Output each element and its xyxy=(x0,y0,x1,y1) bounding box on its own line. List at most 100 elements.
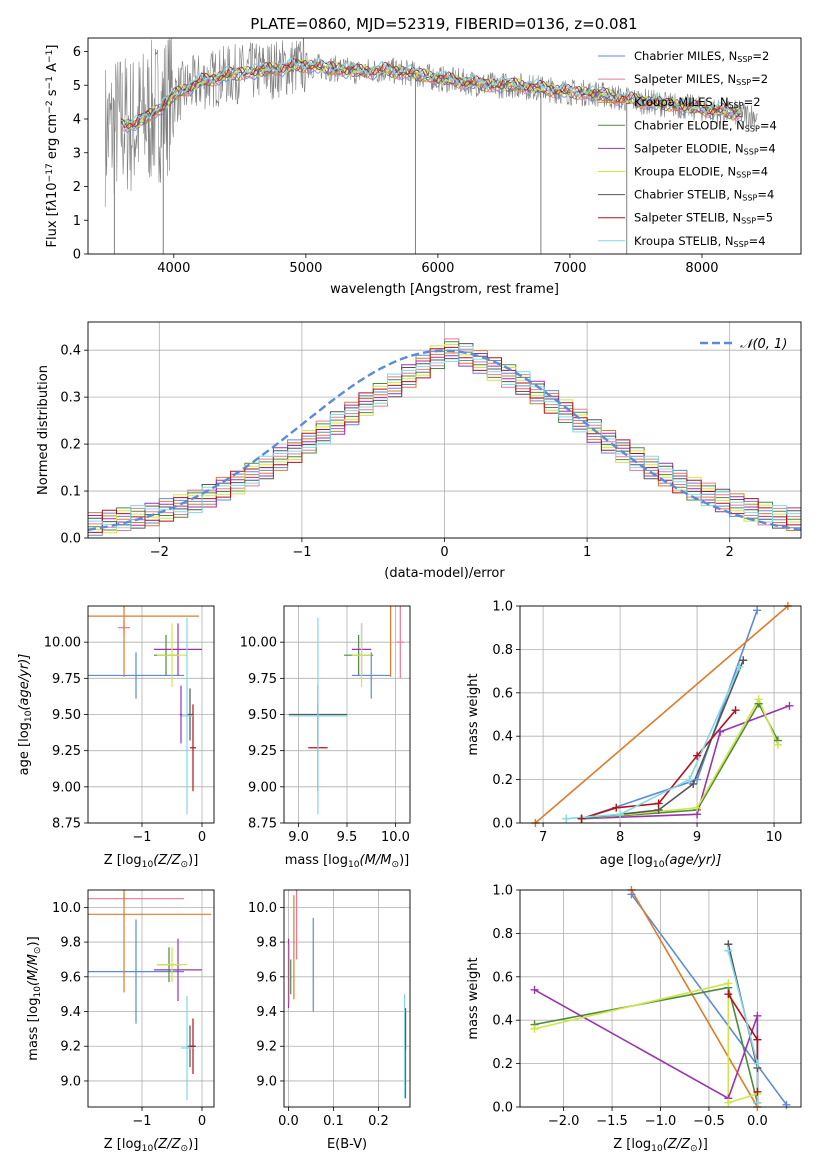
plus-marker xyxy=(693,803,702,812)
y-axis-label: mass [log10(M/M⊙)] xyxy=(26,936,43,1060)
normal-distribution-curve xyxy=(88,349,801,531)
y-tick-label: 5 xyxy=(73,79,81,94)
legend-label: Kroupa STELIB, NSSP=4 xyxy=(634,234,766,249)
x-tick-label: −2.0 xyxy=(548,1114,580,1129)
plus-marker xyxy=(753,1098,762,1107)
weight-line-kroupa-stelib xyxy=(566,666,741,820)
plus-marker xyxy=(716,727,725,736)
y-tick-label: 10.0 xyxy=(52,901,81,916)
x-axis-label: age [log10(age/yr)] xyxy=(600,853,722,870)
x-tick-label: 0 xyxy=(198,1114,206,1129)
x-tick-label: −2 xyxy=(150,545,169,560)
plus-marker xyxy=(724,946,733,955)
axes-frame xyxy=(519,605,802,824)
y-axis-label: mass weight xyxy=(466,957,481,1039)
y-tick-label: 9.00 xyxy=(248,780,277,795)
y-tick-label: 0.1 xyxy=(60,485,81,500)
legend-label: Chabrier MILES, NSSP=2 xyxy=(634,49,769,64)
y-tick-label: 9.75 xyxy=(248,672,277,687)
plus-marker xyxy=(782,1100,791,1109)
plus-marker xyxy=(739,656,748,665)
plus-marker xyxy=(689,779,698,788)
plus-marker xyxy=(731,706,740,715)
y-axis-label: age [log10(age/yr)] xyxy=(17,654,34,776)
plus-marker xyxy=(773,740,782,749)
plus-marker xyxy=(530,1024,539,1033)
model-line-salpeter-elodie xyxy=(120,59,742,130)
y-tick-label: 4 xyxy=(73,113,81,128)
x-axis-label: Z [log10(Z/Z⊙)] xyxy=(104,1137,199,1154)
plot-area xyxy=(287,890,407,1099)
weight-line-chabrier-miles xyxy=(581,610,758,820)
plus-marker xyxy=(685,775,694,784)
panel-mass-vs-Z: −1 0 9.0 9.2 9.4 9.6 9.8 10.0 Z [log10(Z/Z⊙)] mas… xyxy=(26,889,215,1154)
panel-mass-vs-ebv: 0.0 0.1 0.2 9.0 9.2 9.4 9.6 9.8 10.0 E(B-V) xyxy=(248,889,411,1152)
x-tick-label: 0.0 xyxy=(747,1114,768,1129)
y-tick-label: 2 xyxy=(73,180,81,195)
y-tick-label: 9.2 xyxy=(60,1040,81,1055)
y-tick-label: 9.4 xyxy=(60,1005,81,1020)
y-tick-label: 9.4 xyxy=(256,1005,277,1020)
histogram-kroupa-stelib xyxy=(88,345,801,529)
plus-marker xyxy=(753,606,762,615)
weight-line-chabrier-elodie xyxy=(534,986,759,1103)
weight-line-kroupa-miles xyxy=(630,890,759,1107)
x-tick-label: 0.1 xyxy=(323,1114,344,1129)
y-tick-label: 8.75 xyxy=(52,817,81,832)
x-axis-label: (data-model)/error xyxy=(384,566,505,581)
plus-marker xyxy=(753,1011,762,1020)
panel-age-vs-mass: 9.0 9.5 10.0 8.75 9.00 9.25 9.50 9.75 10.00 mass … xyxy=(240,605,411,870)
x-tick-label: −1 xyxy=(132,830,151,845)
legend-label: Salpeter STELIB, NSSP=5 xyxy=(634,211,773,226)
plus-marker xyxy=(754,695,763,704)
plot-area xyxy=(288,606,405,815)
plus-marker xyxy=(654,799,663,808)
x-axis-label: wavelength [Angstrom, rest frame] xyxy=(330,282,559,297)
axes-frame xyxy=(87,37,802,255)
axes-frame xyxy=(283,605,411,824)
plus-marker xyxy=(616,810,625,819)
plus-marker xyxy=(753,1035,762,1044)
y-tick-label: 0.3 xyxy=(60,391,81,406)
plot-area xyxy=(88,606,202,815)
y-tick-label: 10.0 xyxy=(248,901,277,916)
plus-marker xyxy=(530,985,539,994)
histogram-salpeter-stelib xyxy=(88,346,801,533)
x-axis-label: mass [log10(M/M⊙)] xyxy=(285,853,409,870)
legend-label: 𝒩(0, 1) xyxy=(740,337,787,352)
x-tick-label: 0.2 xyxy=(368,1114,389,1129)
model-line-kroupa-miles xyxy=(120,61,742,130)
y-tick-label: 0.4 xyxy=(60,344,81,359)
x-tick-label: −1 xyxy=(132,1114,151,1129)
plus-marker xyxy=(753,1059,762,1068)
y-tick-label: 9.8 xyxy=(256,936,277,951)
y-tick-label: 0.4 xyxy=(492,1014,513,1029)
y-tick-label: 0.0 xyxy=(60,532,81,547)
y-tick-label: 9.8 xyxy=(60,936,81,951)
y-tick-label: 6 xyxy=(73,45,81,60)
y-tick-label: 0.0 xyxy=(492,817,513,832)
x-axis-label: Z [log10(Z/Z⊙)] xyxy=(104,853,199,870)
x-tick-label: 9.0 xyxy=(288,830,309,845)
plus-marker xyxy=(724,979,733,988)
y-tick-label: 9.2 xyxy=(256,1040,277,1055)
histogram-chabrier-stelib xyxy=(88,343,801,529)
x-tick-label: 7 xyxy=(539,830,547,845)
y-tick-label: 0 xyxy=(73,248,81,263)
y-tick-label: 3 xyxy=(73,146,81,161)
y-tick-label: 0.8 xyxy=(492,643,513,658)
legend-label: Salpeter ELODIE, NSSP=4 xyxy=(634,141,776,156)
x-tick-label: 10 xyxy=(766,830,783,845)
y-tick-label: 9.00 xyxy=(52,780,81,795)
y-tick-label: 0.2 xyxy=(60,438,81,453)
x-tick-label: 0 xyxy=(198,830,206,845)
plus-marker xyxy=(577,814,586,823)
weight-line-chabrier-miles xyxy=(630,893,788,1106)
panel-spectrum: 4000 5000 6000 7000 8000 0 1 2 3 4 5 6 wavelength [A… xyxy=(45,37,802,297)
plus-marker xyxy=(693,775,702,784)
plus-marker xyxy=(735,662,744,671)
model-line-salpeter-stelib xyxy=(120,57,742,128)
y-tick-label: 0.8 xyxy=(492,927,513,942)
y-tick-label: 10.00 xyxy=(240,636,277,651)
y-tick-label: 0.6 xyxy=(492,686,513,701)
